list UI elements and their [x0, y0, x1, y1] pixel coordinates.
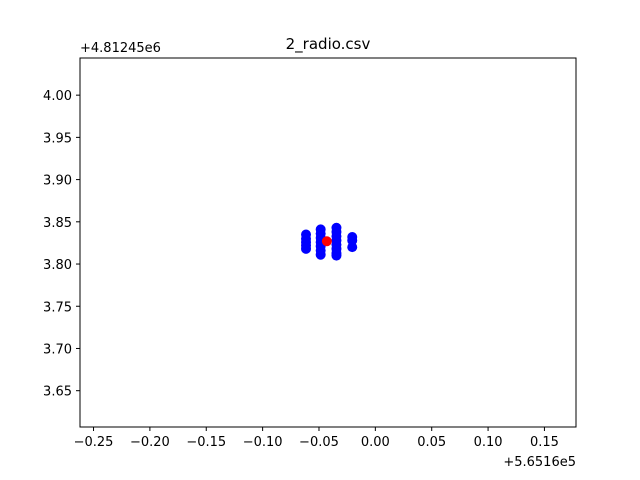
x-offset-label: +5.6516e5 [503, 455, 576, 470]
highlight-point [321, 236, 332, 247]
data-point [301, 243, 312, 254]
x-tick-label: −0.10 [243, 435, 283, 450]
x-tick-label: 0.05 [417, 435, 446, 450]
data-point [315, 249, 326, 260]
x-tick-label: −0.15 [186, 435, 226, 450]
y-offset-label: +4.81245e6 [80, 41, 161, 56]
x-tick-label: 0.15 [530, 435, 559, 450]
y-tick-label: 3.70 [43, 342, 72, 357]
y-tick-label: 3.95 [43, 131, 72, 146]
y-tick-label: 3.75 [43, 300, 72, 315]
plot-frame [79, 57, 577, 428]
y-tick-label: 3.80 [43, 258, 72, 273]
chart-title: 2_radio.csv [286, 35, 371, 54]
y-tick-label: 3.85 [43, 216, 72, 231]
x-tick-label: 0.00 [361, 435, 390, 450]
y-tick-label: 3.90 [43, 174, 72, 189]
x-tick-label: −0.20 [130, 435, 170, 450]
y-tick-label: 3.65 [43, 385, 72, 400]
y-axis: 3.65 3.70 3.75 3.80 3.85 3.90 3.95 4.00 [43, 89, 80, 400]
data-point [347, 242, 358, 253]
data-point [331, 250, 342, 261]
x-tick-label: 0.10 [474, 435, 503, 450]
y-tick-label: 4.00 [43, 89, 72, 104]
x-axis: −0.25 −0.20 −0.15 −0.10 −0.05 0.00 0.05 0.10 0.1… [74, 427, 559, 450]
data-points [301, 222, 358, 261]
x-tick-label: −0.25 [74, 435, 114, 450]
x-tick-label: −0.05 [299, 435, 339, 450]
